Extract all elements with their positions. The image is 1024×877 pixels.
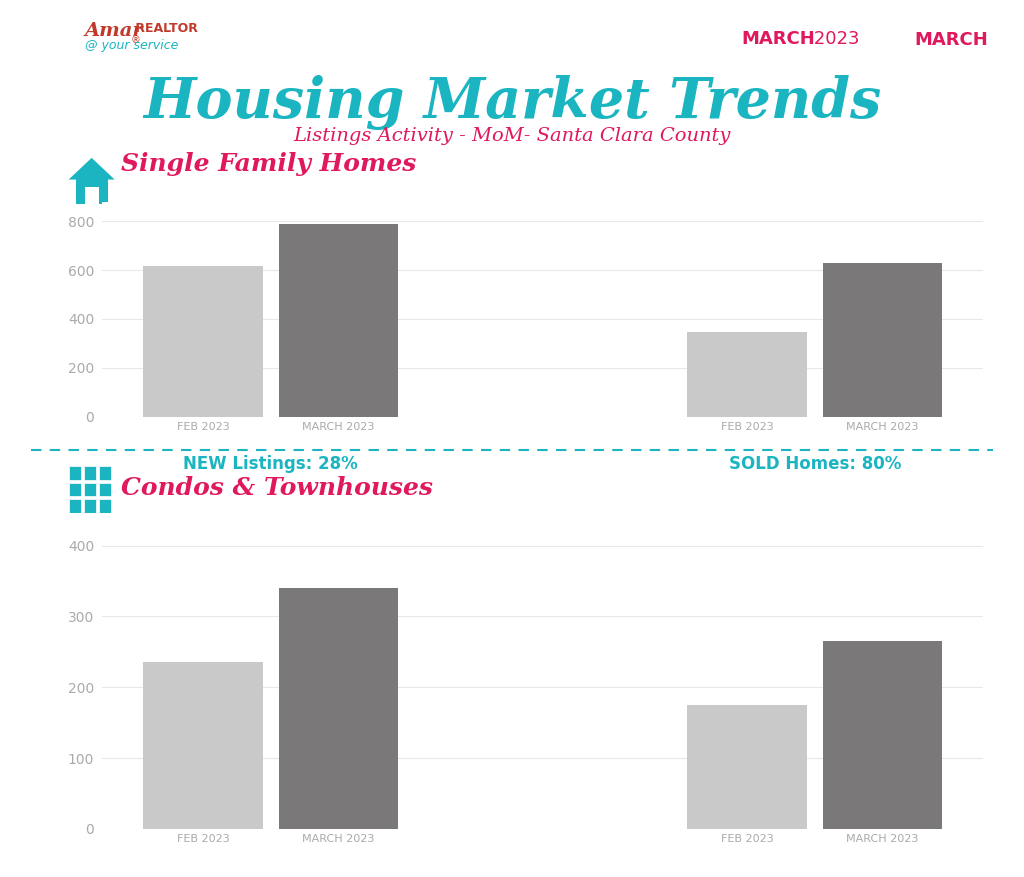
Text: NEW Listings: 28%: NEW Listings: 28%: [183, 455, 358, 474]
FancyBboxPatch shape: [99, 499, 112, 512]
Text: Condos & Townhouses: Condos & Townhouses: [121, 476, 433, 501]
FancyBboxPatch shape: [99, 467, 112, 480]
Text: SOLD Homes: 80%: SOLD Homes: 80%: [729, 455, 901, 474]
Bar: [687, 332, 807, 417]
Bar: [279, 588, 398, 829]
FancyBboxPatch shape: [84, 467, 96, 480]
FancyBboxPatch shape: [84, 499, 96, 512]
Text: @ your service: @ your service: [85, 39, 178, 53]
Text: ®: ®: [131, 35, 141, 45]
Text: MARCH: MARCH: [914, 31, 988, 49]
FancyBboxPatch shape: [69, 499, 81, 512]
Bar: [822, 641, 942, 829]
Bar: [143, 267, 263, 417]
Text: AR: AR: [34, 24, 63, 42]
FancyBboxPatch shape: [85, 187, 98, 203]
Text: Single Family Homes: Single Family Homes: [121, 152, 416, 176]
Text: Amar: Amar: [85, 22, 143, 40]
Text: 2023: 2023: [808, 30, 859, 48]
Text: REALTOR: REALTOR: [131, 22, 198, 35]
Bar: [687, 705, 807, 829]
Text: MARCH: MARCH: [741, 30, 815, 48]
Bar: [279, 224, 398, 417]
Text: Listings Activity - MoM- Santa Clara County: Listings Activity - MoM- Santa Clara Cou…: [293, 127, 731, 146]
Text: Housing Market Trends: Housing Market Trends: [143, 75, 881, 130]
FancyBboxPatch shape: [84, 482, 96, 496]
Bar: [822, 263, 942, 417]
FancyBboxPatch shape: [99, 482, 112, 496]
FancyBboxPatch shape: [69, 482, 81, 496]
Bar: [143, 662, 263, 829]
Polygon shape: [69, 158, 115, 180]
FancyBboxPatch shape: [76, 177, 108, 203]
FancyBboxPatch shape: [69, 467, 81, 480]
